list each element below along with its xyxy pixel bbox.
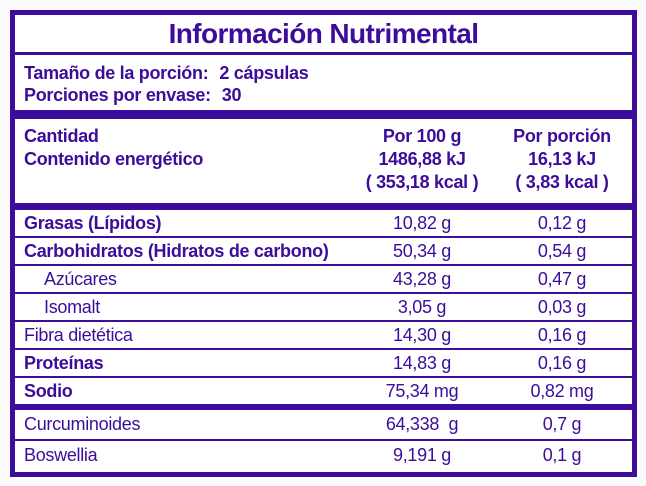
energy-labels: Cantidad Contenido energético bbox=[24, 125, 352, 203]
row-value-portion: 0,16 g bbox=[537, 324, 587, 345]
row-label: Boswellia bbox=[24, 445, 98, 465]
per-100g-title: Por 100 g bbox=[382, 126, 462, 146]
row-divider bbox=[15, 264, 632, 266]
table-row-isomalt: Isomalt 3,05 g 0,03 g bbox=[15, 294, 632, 320]
serving-info: Tamaño de la porción: 2 cápsulas Porcione… bbox=[15, 55, 632, 110]
row-divider bbox=[15, 320, 632, 322]
row-value-portion: 0,54 g bbox=[537, 240, 587, 261]
row-value-portion: 0,82 mg bbox=[530, 380, 594, 401]
row-value-portion: 0,03 g bbox=[537, 296, 587, 317]
per-100g-kj: 1486,88 kJ bbox=[378, 149, 466, 169]
botanical-rows: Curcuminoides 64,338 g 0,7 g Boswellia 9… bbox=[15, 410, 632, 470]
row-divider bbox=[15, 292, 632, 294]
row-label: Carbohidratos (Hidratos de carbono) bbox=[24, 240, 329, 261]
row-value-per100: 75,34 mg bbox=[385, 380, 459, 401]
row-label: Fibra dietética bbox=[24, 324, 133, 345]
row-label: Isomalt bbox=[44, 296, 100, 317]
serving-size-value: 2 cápsulas bbox=[219, 63, 309, 83]
row-label: Proteínas bbox=[24, 352, 104, 373]
table-row-carbohydrates: Carbohidratos (Hidratos de carbono) 50,3… bbox=[15, 238, 632, 264]
row-divider bbox=[15, 348, 632, 350]
row-value-portion: 0,47 g bbox=[537, 268, 587, 289]
thick-divider bbox=[15, 110, 632, 119]
row-value-portion: 0,16 g bbox=[537, 352, 587, 373]
table-row-protein: Proteínas 14,83 g 0,16 g bbox=[15, 350, 632, 376]
per-100g-column-header: Por 100 g 1486,88 kJ ( 353,18 kcal ) bbox=[352, 125, 492, 203]
row-value-per100: 14,83 g bbox=[393, 352, 451, 373]
servings-per-container-label: Porciones por envase: bbox=[24, 85, 211, 105]
row-divider bbox=[15, 236, 632, 238]
per-portion-kj: 16,13 kJ bbox=[528, 149, 596, 169]
row-label: Azúcares bbox=[44, 268, 117, 289]
table-row-sugars: Azúcares 43,28 g 0,47 g bbox=[15, 266, 632, 292]
row-divider bbox=[15, 439, 632, 441]
servings-per-container-line: Porciones por envase: 30 bbox=[24, 84, 632, 106]
row-value-portion: 0,7 g bbox=[542, 414, 582, 434]
table-row-curcuminoids: Curcuminoides 64,338 g 0,7 g bbox=[15, 410, 632, 439]
serving-size-label: Tamaño de la porción: bbox=[24, 63, 209, 83]
table-row-sodium: Sodio 75,34 mg 0,82 mg bbox=[15, 378, 632, 404]
table-row-fiber: Fibra dietética 14,30 g 0,16 g bbox=[15, 322, 632, 348]
row-label: Grasas (Lípidos) bbox=[24, 212, 162, 233]
row-value-portion: 0,1 g bbox=[542, 445, 582, 465]
row-value-portion: 0,12 g bbox=[537, 212, 587, 233]
row-value-per100: 43,28 g bbox=[393, 268, 451, 289]
row-value-per100: 64,338 g bbox=[385, 414, 459, 434]
thick-divider bbox=[15, 203, 632, 210]
amount-label: Cantidad bbox=[24, 126, 99, 146]
per-100g-kcal: ( 353,18 kcal ) bbox=[365, 172, 479, 192]
per-portion-column-header: Por porción 16,13 kJ ( 3,83 kcal ) bbox=[492, 125, 632, 203]
thick-divider bbox=[15, 404, 632, 410]
serving-size-line: Tamaño de la porción: 2 cápsulas bbox=[24, 62, 632, 84]
per-portion-title: Por porción bbox=[513, 126, 611, 146]
nutrient-rows: Grasas (Lípidos) 10,82 g 0,12 g Carbohid… bbox=[15, 210, 632, 404]
row-value-per100: 9,191 g bbox=[393, 445, 451, 465]
nutrition-label: Información Nutrimental Tamaño de la por… bbox=[10, 10, 637, 477]
per-portion-kcal: ( 3,83 kcal ) bbox=[515, 172, 609, 192]
row-label: Sodio bbox=[24, 380, 73, 401]
row-value-per100: 3,05 g bbox=[397, 296, 447, 317]
energy-header-section: Cantidad Contenido energético Por 100 g … bbox=[15, 119, 632, 203]
label-title: Información Nutrimental bbox=[168, 17, 479, 49]
row-value-per100: 50,34 g bbox=[393, 240, 451, 261]
row-divider bbox=[15, 376, 632, 378]
table-row-boswellia: Boswellia 9,191 g 0,1 g bbox=[15, 441, 632, 470]
label-header: Información Nutrimental bbox=[15, 15, 632, 55]
servings-per-container-value: 30 bbox=[221, 85, 242, 105]
row-label: Curcuminoides bbox=[24, 414, 141, 434]
table-row-fats: Grasas (Lípidos) 10,82 g 0,12 g bbox=[15, 210, 632, 236]
row-value-per100: 10,82 g bbox=[393, 212, 451, 233]
energy-content-label: Contenido energético bbox=[24, 149, 204, 169]
row-value-per100: 14,30 g bbox=[393, 324, 451, 345]
